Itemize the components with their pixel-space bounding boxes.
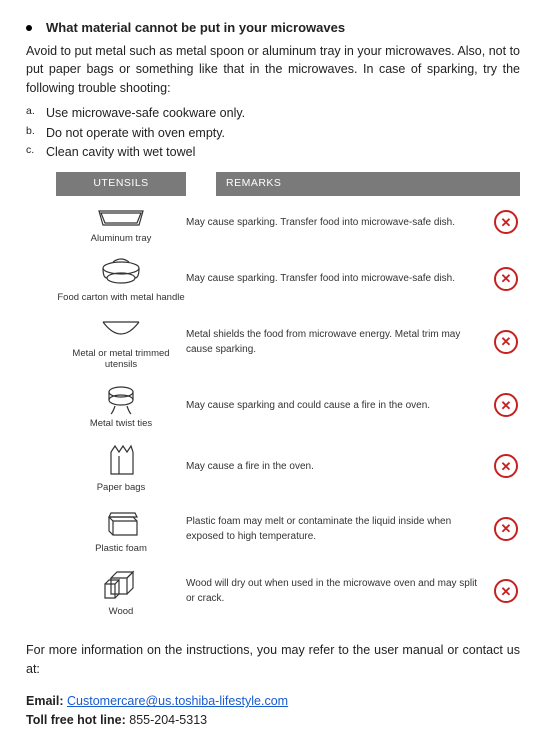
utensil-label: Paper bags bbox=[97, 482, 146, 493]
remark-cell: May cause a fire in the oven. bbox=[186, 459, 492, 474]
utensil-cell: Metal twist ties bbox=[56, 380, 186, 429]
table-row: Paper bags May cause a fire in the oven.… bbox=[56, 435, 520, 498]
prohibited-icon: ✕ bbox=[494, 393, 518, 417]
prohibited-icon: ✕ bbox=[494, 210, 518, 234]
heading-row: What material cannot be put in your micr… bbox=[26, 18, 520, 38]
table-row: Food carton with metal handle May cause … bbox=[56, 249, 520, 308]
list-text: Do not operate with oven empty. bbox=[46, 124, 520, 143]
list-text: Use microwave-safe cookware only. bbox=[46, 104, 520, 123]
prohibited-cell: ✕ bbox=[492, 267, 520, 291]
remark-cell: May cause sparking and could cause a fir… bbox=[186, 398, 492, 413]
phone-line: Toll free hot line: 855-204-5313 bbox=[26, 711, 520, 730]
table-row: Plastic foam Plastic foam may melt or co… bbox=[56, 498, 520, 559]
prohibited-cell: ✕ bbox=[492, 579, 520, 603]
intro-paragraph: Avoid to put metal such as metal spoon o… bbox=[26, 42, 520, 98]
utensil-cell: Plastic foam bbox=[56, 503, 186, 554]
utensil-cell: Metal or metal trimmed utensils bbox=[56, 314, 186, 371]
wood-box-icon bbox=[93, 564, 149, 604]
twist-tie-icon bbox=[93, 380, 149, 416]
table-row: Metal or metal trimmed utensils Metal sh… bbox=[56, 309, 520, 376]
utensil-cell: Food carton with metal handle bbox=[56, 254, 186, 303]
metal-bowl-icon bbox=[93, 314, 149, 346]
plastic-foam-icon bbox=[93, 503, 149, 541]
troubleshoot-list: a. Use microwave-safe cookware only. b. … bbox=[26, 104, 520, 162]
prohibited-icon: ✕ bbox=[494, 267, 518, 291]
document-page: What material cannot be put in your micr… bbox=[0, 0, 546, 754]
troubleshoot-item: a. Use microwave-safe cookware only. bbox=[26, 104, 520, 123]
utensil-label: Food carton with metal handle bbox=[57, 292, 184, 303]
utensil-label: Metal twist ties bbox=[90, 418, 152, 429]
utensil-label: Plastic foam bbox=[95, 543, 147, 554]
email-link[interactable]: Customercare@us.toshiba-lifestyle.com bbox=[67, 694, 288, 708]
aluminum-tray-icon bbox=[93, 201, 149, 231]
table-row: Metal twist ties May cause sparking and … bbox=[56, 375, 520, 434]
utensil-label: Metal or metal trimmed utensils bbox=[56, 348, 186, 371]
troubleshoot-item: c. Clean cavity with wet towel bbox=[26, 143, 520, 162]
utensils-table: UTENSILS REMARKS Aluminum tray May cause… bbox=[56, 172, 520, 623]
remark-cell: Plastic foam may melt or contaminate the… bbox=[186, 514, 492, 544]
more-info-paragraph: For more information on the instructions… bbox=[26, 641, 520, 679]
remark-cell: May cause sparking. Transfer food into m… bbox=[186, 271, 492, 286]
email-label: Email: bbox=[26, 694, 67, 708]
remark-cell: May cause sparking. Transfer food into m… bbox=[186, 215, 492, 230]
utensil-label: Wood bbox=[109, 606, 134, 617]
prohibited-cell: ✕ bbox=[492, 330, 520, 354]
utensil-cell: Wood bbox=[56, 564, 186, 617]
list-text: Clean cavity with wet towel bbox=[46, 143, 520, 162]
phone-value: 855-204-5313 bbox=[129, 713, 207, 727]
paper-bag-icon bbox=[93, 440, 149, 480]
prohibited-icon: ✕ bbox=[494, 579, 518, 603]
remark-cell: Metal shields the food from microwave en… bbox=[186, 327, 492, 357]
prohibited-icon: ✕ bbox=[494, 454, 518, 478]
page-heading: What material cannot be put in your micr… bbox=[46, 18, 345, 38]
prohibited-icon: ✕ bbox=[494, 517, 518, 541]
col-header-remarks: REMARKS bbox=[216, 172, 520, 196]
remark-cell: Wood will dry out when used in the micro… bbox=[186, 576, 492, 606]
email-line: Email: Customercare@us.toshiba-lifestyle… bbox=[26, 692, 520, 711]
table-row: Wood Wood will dry out when used in the … bbox=[56, 559, 520, 622]
utensil-cell: Aluminum tray bbox=[56, 201, 186, 244]
bullet-icon bbox=[26, 25, 32, 31]
prohibited-cell: ✕ bbox=[492, 454, 520, 478]
prohibited-icon: ✕ bbox=[494, 330, 518, 354]
contact-block: Email: Customercare@us.toshiba-lifestyle… bbox=[26, 692, 520, 730]
food-carton-icon bbox=[93, 254, 149, 290]
list-label: b. bbox=[26, 124, 46, 140]
table-row: Aluminum tray May cause sparking. Transf… bbox=[56, 196, 520, 249]
troubleshoot-item: b. Do not operate with oven empty. bbox=[26, 124, 520, 143]
col-header-utensils: UTENSILS bbox=[56, 172, 186, 196]
prohibited-cell: ✕ bbox=[492, 210, 520, 234]
prohibited-cell: ✕ bbox=[492, 393, 520, 417]
table-header: UTENSILS REMARKS bbox=[56, 172, 520, 196]
list-label: c. bbox=[26, 143, 46, 159]
utensil-label: Aluminum tray bbox=[91, 233, 152, 244]
utensil-cell: Paper bags bbox=[56, 440, 186, 493]
list-label: a. bbox=[26, 104, 46, 120]
prohibited-cell: ✕ bbox=[492, 517, 520, 541]
phone-label: Toll free hot line: bbox=[26, 713, 129, 727]
